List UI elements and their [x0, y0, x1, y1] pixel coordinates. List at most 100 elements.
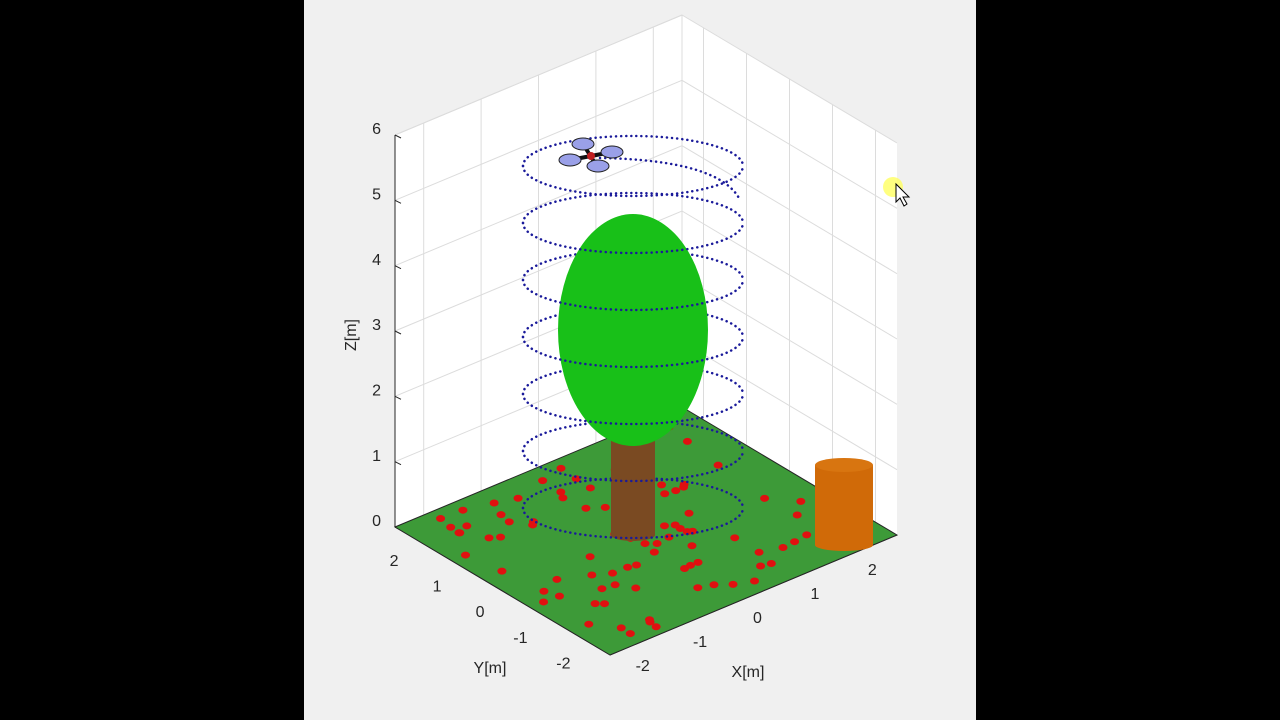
- trajectory: [598, 156, 742, 202]
- trajectory: [521, 392, 745, 426]
- flower: [671, 487, 681, 495]
- trajectory: [521, 449, 745, 483]
- x-tick-label: 0: [753, 610, 762, 627]
- flower: [587, 571, 597, 579]
- z-tick: [394, 199, 402, 204]
- flower: [584, 620, 594, 628]
- x-axis-label: X[m]: [732, 664, 765, 681]
- flower: [556, 488, 566, 496]
- flower: [802, 531, 812, 539]
- flower: [539, 587, 549, 595]
- trajectory: [521, 134, 745, 168]
- trajectory: [521, 248, 745, 282]
- flower: [436, 515, 446, 523]
- trajectory: [521, 335, 745, 369]
- trajectory: [521, 419, 745, 453]
- trajectory: [521, 362, 745, 396]
- y-axis-label: Y[m]: [474, 660, 507, 677]
- flower: [538, 477, 548, 485]
- trunk-base: [611, 529, 655, 541]
- z-tick-label: 2: [372, 383, 381, 400]
- flower: [688, 527, 698, 535]
- flower: [713, 461, 723, 469]
- flower: [684, 509, 694, 517]
- y-tick-label: 0: [476, 604, 485, 621]
- z-tick: [394, 461, 402, 466]
- flower: [600, 600, 610, 608]
- flower: [616, 624, 626, 632]
- z-tick-label: 0: [372, 513, 381, 530]
- flower: [554, 592, 564, 600]
- z-tick-label: 6: [372, 121, 381, 138]
- flower: [687, 542, 697, 550]
- z-tick-label: 1: [372, 448, 381, 465]
- flower: [670, 521, 680, 529]
- flower: [649, 548, 659, 556]
- flower: [585, 553, 595, 561]
- flower: [484, 534, 494, 542]
- flower: [513, 494, 523, 502]
- flower: [539, 598, 549, 606]
- flower: [496, 533, 506, 541]
- flower: [645, 618, 655, 626]
- scene: [393, 134, 899, 656]
- y-tick-label: -1: [513, 630, 527, 647]
- y-tick-label: 1: [433, 579, 442, 596]
- cursor: [883, 177, 911, 207]
- flower: [709, 581, 719, 589]
- flower: [728, 580, 738, 588]
- drone-rotor: [600, 145, 624, 159]
- flower: [528, 521, 538, 529]
- flower: [454, 529, 464, 537]
- tree-crown: [558, 214, 708, 446]
- trajectory: [521, 476, 745, 510]
- z-tick: [394, 330, 402, 335]
- flower: [600, 503, 610, 511]
- z-tick-label: 5: [372, 187, 381, 204]
- drone-rotor: [586, 159, 610, 173]
- flower: [597, 585, 607, 593]
- z-tick-label: 4: [372, 252, 381, 269]
- flower: [625, 630, 635, 638]
- flower: [657, 481, 667, 489]
- wall-edge: [394, 14, 683, 136]
- flower: [754, 548, 764, 556]
- flower: [760, 494, 770, 502]
- drone: [558, 137, 624, 173]
- trajectory-back: [521, 134, 745, 510]
- flower: [608, 569, 618, 577]
- z-axis-label: Z[m]: [343, 319, 360, 351]
- drone-rotor: [558, 153, 582, 167]
- flower: [590, 600, 600, 608]
- flower: [446, 523, 456, 531]
- flower: [581, 504, 591, 512]
- trajectory: [521, 305, 745, 339]
- flower: [496, 511, 506, 519]
- z-tick: [394, 265, 402, 270]
- flower: [693, 584, 703, 592]
- flower: [489, 499, 499, 507]
- x-tick-label: -1: [693, 634, 707, 651]
- trajectory: [521, 506, 745, 540]
- flower: [679, 483, 689, 491]
- flower: [730, 534, 740, 542]
- flower: [652, 539, 662, 547]
- z-tick-label: 3: [372, 317, 381, 334]
- flower: [796, 497, 806, 505]
- flower: [585, 484, 595, 492]
- trajectory: [521, 164, 745, 198]
- flower: [790, 538, 800, 546]
- flower: [556, 464, 566, 472]
- drone-body: [587, 152, 595, 160]
- flower: [631, 584, 641, 592]
- flower: [632, 561, 642, 569]
- flower: [766, 559, 776, 567]
- flower: [497, 567, 507, 575]
- flower: [640, 540, 650, 548]
- x-tick-label: -2: [636, 658, 650, 675]
- tree-trunk: [611, 440, 655, 535]
- y-tick-label: 2: [390, 553, 399, 570]
- flower: [504, 518, 514, 526]
- flower: [571, 475, 581, 483]
